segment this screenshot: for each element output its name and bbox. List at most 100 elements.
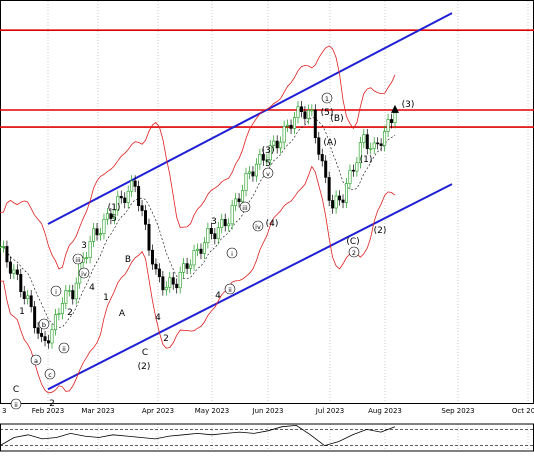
- candle-body: [64, 290, 68, 304]
- candle: [5, 240, 9, 268]
- candle: [334, 190, 338, 214]
- candle: [157, 263, 161, 283]
- candle: [265, 154, 269, 166]
- wave-label: A: [119, 309, 126, 319]
- candle: [147, 218, 151, 256]
- candle-body: [1, 246, 5, 248]
- circled-label: iv: [252, 220, 264, 232]
- candle: [64, 284, 68, 309]
- circled-label: 2: [348, 246, 360, 258]
- candle: [293, 111, 297, 135]
- candle-body: [261, 154, 265, 161]
- candle: [85, 251, 89, 264]
- candle-body: [216, 227, 220, 239]
- candle: [286, 119, 290, 132]
- candle-body: [244, 173, 248, 191]
- candle-body: [390, 119, 394, 123]
- candle: [8, 256, 12, 280]
- date-axis: Feb 2023 Mar 2023 Apr 2023 May 2023 Jun 2023…: [2, 407, 534, 415]
- wave-label: (2): [138, 362, 151, 372]
- circled-label: iii: [239, 201, 251, 213]
- candle-body: [178, 271, 182, 289]
- candle: [220, 213, 224, 234]
- candle-body: [168, 277, 172, 288]
- candle: [272, 135, 276, 152]
- candle-body: [123, 197, 127, 203]
- candle-body: [393, 112, 397, 123]
- circled-label-ring: [252, 220, 264, 232]
- candle-body: [306, 110, 310, 119]
- circled-label: 1: [321, 92, 333, 104]
- candle: [182, 257, 186, 278]
- wave-label: 1: [103, 293, 109, 303]
- candle: [383, 125, 387, 152]
- candle-body: [317, 137, 321, 155]
- candle: [154, 258, 158, 275]
- candle: [341, 194, 345, 209]
- candle-body: [230, 205, 234, 225]
- x-tick-label: Feb 2023: [32, 407, 64, 415]
- candle: [223, 213, 227, 232]
- candle-body: [192, 250, 196, 266]
- candle-body: [137, 186, 141, 206]
- candle: [331, 194, 335, 214]
- candle-body: [220, 219, 224, 228]
- candle-body: [386, 119, 390, 132]
- candle-body: [369, 147, 373, 150]
- circled-label-text: 2: [352, 249, 356, 257]
- bollinger-upper: [0, 45, 396, 270]
- candle: [268, 139, 272, 166]
- candle: [196, 243, 200, 257]
- candle: [202, 237, 206, 260]
- candle-body: [71, 290, 75, 300]
- candle: [275, 135, 279, 154]
- candle: [227, 218, 231, 232]
- candle-body: [47, 340, 51, 344]
- candle-body: [154, 263, 158, 270]
- circled-label-text: ii: [228, 286, 232, 294]
- candle: [22, 285, 26, 305]
- candle-body: [109, 213, 113, 219]
- wave-label: (1): [360, 155, 373, 165]
- wave-label: (4): [266, 219, 279, 229]
- candle: [71, 284, 75, 305]
- candle-body: [29, 295, 33, 307]
- candle: [317, 132, 321, 161]
- candle-body: [344, 183, 348, 203]
- x-tick-label: Sep 2023: [441, 407, 474, 415]
- bollinger-middle: [0, 116, 396, 328]
- circled-label-text: iv: [81, 270, 87, 278]
- candle: [199, 243, 203, 260]
- candle: [43, 330, 47, 347]
- candle-body: [206, 228, 210, 244]
- wave-label: C: [13, 385, 19, 395]
- bollinger-lower: [0, 165, 396, 394]
- candle-body: [164, 286, 168, 291]
- candle-body: [196, 248, 200, 251]
- candle: [376, 137, 380, 150]
- candle: [92, 222, 96, 248]
- candle-body: [379, 143, 383, 146]
- candle-body: [12, 269, 16, 274]
- candle-body: [112, 209, 116, 219]
- oscillator-line: [0, 424, 396, 447]
- candle-body: [241, 190, 245, 203]
- candle-body: [130, 180, 134, 192]
- circled-label-text: v: [266, 170, 270, 178]
- candle: [206, 222, 210, 249]
- candle: [168, 271, 172, 293]
- wave-label: (A): [323, 138, 336, 148]
- candle: [306, 104, 310, 125]
- candle: [338, 190, 342, 206]
- candle-body: [8, 261, 12, 274]
- candle-body: [171, 277, 175, 285]
- candle: [33, 300, 37, 334]
- wave-label: 2: [67, 308, 73, 318]
- channel-lower-line: [47, 183, 453, 391]
- x-tick-label: Aug 2023: [368, 407, 402, 415]
- candle-body: [133, 180, 137, 187]
- candle-body: [98, 233, 102, 236]
- candle: [74, 277, 78, 305]
- candle: [144, 204, 148, 231]
